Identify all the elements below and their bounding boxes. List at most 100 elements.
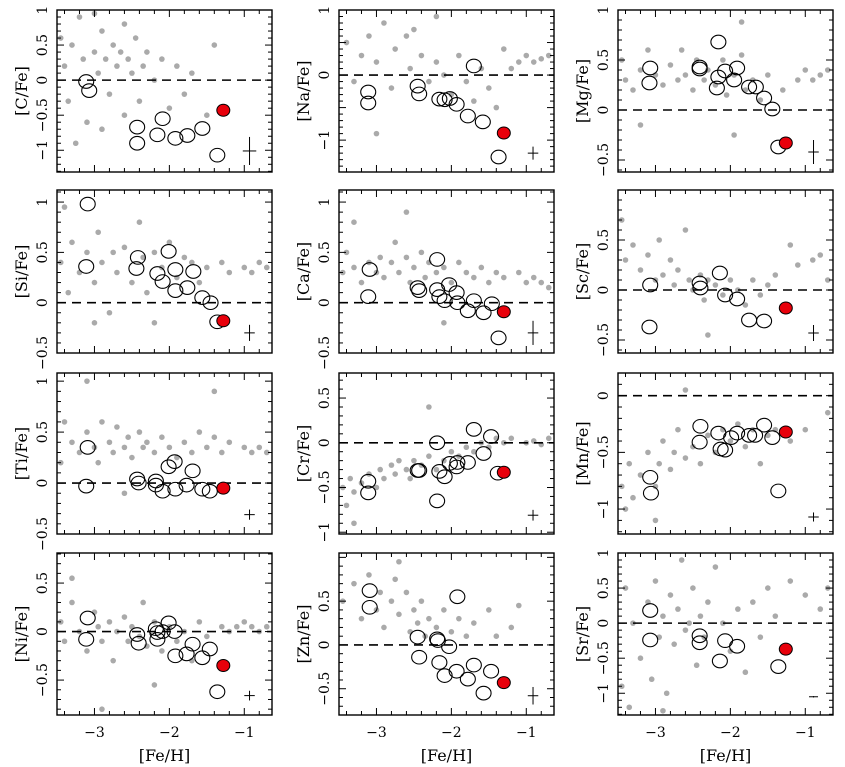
highlighted-star-point: [496, 126, 511, 140]
field-star-point: [772, 272, 779, 278]
field-star-point: [84, 249, 90, 256]
program-star-point: [717, 287, 734, 303]
field-star-point: [720, 57, 726, 63]
field-star-point: [441, 607, 447, 613]
panel-frame: [617, 189, 834, 354]
field-star-point: [478, 264, 485, 271]
y-tick-label: −0.5: [35, 336, 51, 370]
panel-frame: [56, 372, 273, 535]
field-star-point: [159, 56, 165, 62]
field-star-point: [426, 615, 432, 622]
field-star-point: [381, 624, 387, 631]
program-star-point: [167, 262, 184, 277]
program-star-point: [729, 60, 746, 76]
field-star-point: [678, 557, 685, 563]
field-star-point: [388, 598, 395, 604]
field-star-point: [136, 98, 143, 104]
field-star-point: [69, 575, 75, 582]
field-star-point: [686, 620, 692, 626]
field-star-point: [136, 219, 143, 225]
field-star-point: [660, 707, 666, 714]
program-star-point: [483, 296, 500, 312]
program-star-point: [178, 646, 195, 662]
field-star-point: [403, 33, 410, 39]
field-star-point: [358, 279, 365, 286]
field-star-point: [110, 449, 116, 456]
program-star-point: [178, 477, 195, 493]
field-star-point: [411, 26, 417, 33]
program-star-point: [459, 303, 476, 319]
highlighted-star-point: [216, 314, 231, 328]
field-star-point: [181, 91, 188, 97]
field-star-point: [433, 269, 440, 276]
error-bar: [808, 325, 819, 341]
program-star-point: [483, 429, 500, 444]
program-star-point: [465, 657, 482, 673]
field-star-point: [701, 77, 707, 83]
y-tick-label: 0.5: [35, 421, 51, 443]
field-star-point: [817, 252, 824, 258]
field-star-point: [675, 267, 681, 273]
panel-ca-fe: 1 0.5 0 −0.5 [Ca/Fe]: [294, 189, 555, 370]
program-star-point: [711, 653, 728, 669]
field-star-point: [690, 443, 696, 450]
error-bar: [244, 509, 255, 520]
highlighted-star-point: [496, 676, 511, 690]
program-star-point: [448, 663, 465, 679]
program-star-point: [130, 475, 147, 491]
field-star-point: [241, 444, 248, 451]
y-axis-label: [C/Fe]: [12, 66, 31, 116]
field-star-point: [61, 204, 68, 210]
field-star-point: [418, 598, 425, 604]
program-star-point: [642, 469, 659, 485]
field-star-point: [682, 387, 689, 393]
field-star-point: [61, 63, 68, 69]
panel-frame: [56, 189, 273, 354]
field-star-point: [824, 67, 831, 73]
program-star-point: [184, 463, 201, 479]
highlighted-star-point: [778, 425, 793, 439]
program-star-point: [360, 473, 377, 489]
field-star-point: [630, 87, 636, 93]
program-star-point: [409, 78, 426, 94]
field-star-point: [648, 676, 655, 683]
program-star-point: [448, 96, 465, 112]
program-star-point: [710, 34, 727, 50]
program-star-point: [411, 283, 428, 298]
panel-sr-fe: 1 0.5 0 −0.5 −1 [Sr/Fe] −3 −2 −1 [Fe/H]: [573, 549, 834, 765]
program-star-point: [361, 583, 378, 599]
program-star-point: [361, 262, 378, 277]
field-star-point: [794, 77, 801, 83]
field-star-point: [403, 209, 410, 215]
field-star-point: [515, 269, 522, 276]
field-star-point: [151, 682, 158, 688]
y-tick-label: −0.5: [35, 517, 51, 551]
error-bar: [808, 512, 819, 522]
highlighted-star-point: [216, 103, 231, 117]
program-star-point: [459, 455, 476, 470]
panel-frame: [617, 372, 834, 535]
field-star-point: [456, 52, 462, 59]
field-star-point: [742, 443, 749, 450]
panel-frame: [617, 9, 834, 173]
field-star-point: [626, 460, 633, 467]
program-star-point: [431, 464, 448, 479]
y-tick-label: 1: [596, 549, 612, 558]
field-star-point: [682, 227, 689, 233]
panel-ti-fe: 1 0.5 0 −0.5 [Ti/Fe]: [12, 372, 273, 551]
field-star-point: [448, 629, 455, 635]
field-star-point: [106, 439, 113, 446]
y-tick-label: 0.5: [596, 577, 612, 599]
program-star-point: [154, 111, 171, 127]
program-star-point: [459, 108, 476, 124]
field-star-point: [233, 623, 240, 630]
field-star-point: [411, 457, 417, 464]
program-star-point: [711, 265, 728, 281]
field-star-point: [757, 460, 764, 467]
program-star-point: [411, 649, 428, 665]
field-star-point: [418, 52, 425, 59]
field-star-point: [166, 444, 173, 451]
program-star-point: [729, 425, 746, 441]
field-star-point: [652, 578, 659, 584]
y-tick-label: 0.5: [596, 229, 612, 251]
